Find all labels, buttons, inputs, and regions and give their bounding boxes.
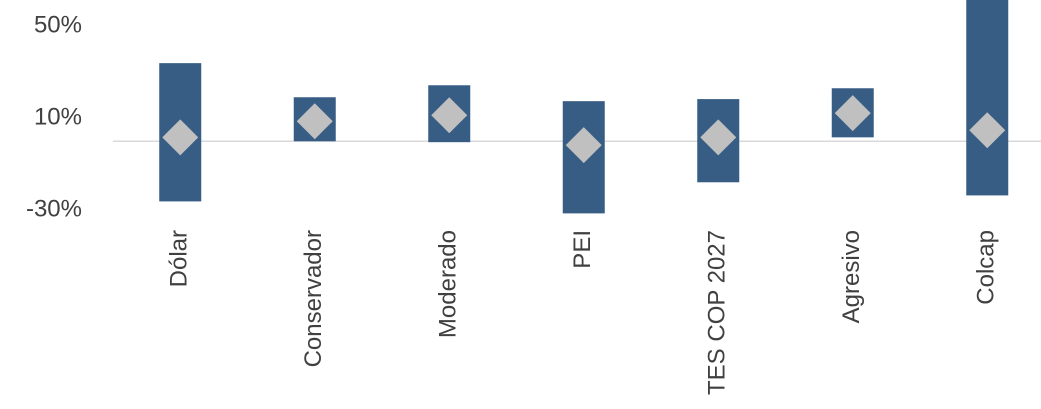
x-tick-label: Colcap — [973, 230, 1000, 305]
y-tick-label: 50% — [34, 11, 82, 38]
x-tick-label: Dólar — [166, 230, 193, 287]
y-tick-label: 10% — [34, 104, 82, 131]
x-tick-label: Moderado — [435, 230, 462, 338]
range-bar — [966, 0, 1009, 196]
x-tick-label: Conservador — [300, 230, 327, 367]
diamond-marker — [431, 97, 468, 134]
diamond-marker — [162, 119, 199, 156]
x-tick-label: TES COP 2027 — [704, 230, 731, 395]
diamond-marker — [700, 119, 737, 156]
diamond-marker — [565, 127, 602, 164]
diamond-marker — [969, 112, 1006, 149]
x-tick-label: Agresivo — [838, 230, 865, 323]
diamond-marker — [296, 103, 333, 140]
x-tick-label: PEI — [569, 230, 596, 269]
diamond-marker — [834, 95, 871, 132]
y-tick-label: -30% — [26, 196, 82, 223]
